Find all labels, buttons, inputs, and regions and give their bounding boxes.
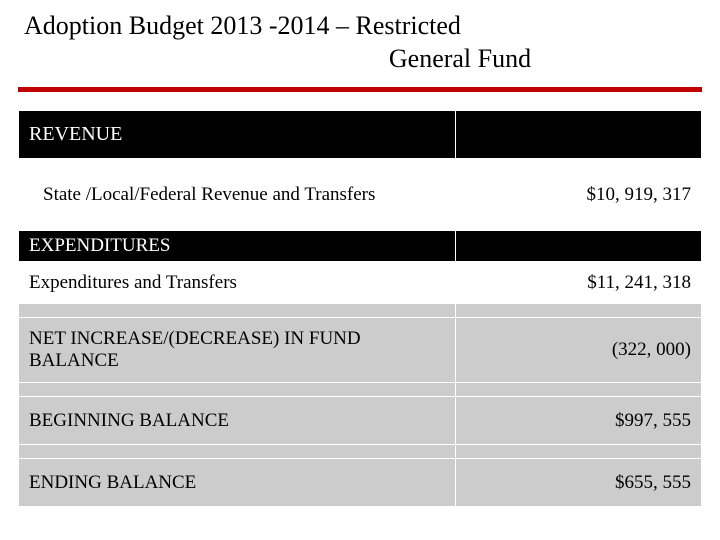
revenue-header-row: REVENUE [19, 111, 702, 159]
title-line-2: General Fund [24, 43, 696, 76]
ending-balance-value: $655, 555 [456, 459, 702, 507]
slide-container: Adoption Budget 2013 -2014 – Restricted … [0, 0, 720, 507]
ending-balance-row: ENDING BALANCE $655, 555 [19, 459, 702, 507]
net-change-value: (322, 000) [456, 318, 702, 383]
revenue-item-value: $10, 919, 317 [456, 159, 702, 231]
budget-table: REVENUE State /Local/Federal Revenue and… [18, 110, 702, 507]
expenditures-header-label: EXPENDITURES [19, 231, 456, 262]
expenditures-item-label: Expenditures and Transfers [19, 262, 456, 304]
revenue-header-blank [456, 111, 702, 159]
expenditures-item-row: Expenditures and Transfers $11, 241, 318 [19, 262, 702, 304]
title-line-1: Adoption Budget 2013 -2014 – Restricted [24, 10, 696, 43]
revenue-header-label: REVENUE [19, 111, 456, 159]
slide-title: Adoption Budget 2013 -2014 – Restricted … [18, 10, 702, 81]
expenditures-item-value: $11, 241, 318 [456, 262, 702, 304]
beginning-balance-value: $997, 555 [456, 397, 702, 445]
beginning-balance-label: BEGINNING BALANCE [19, 397, 456, 445]
spacer-1 [19, 304, 702, 318]
revenue-item-row: State /Local/Federal Revenue and Transfe… [19, 159, 702, 231]
net-change-row: NET INCREASE/(DECREASE) IN FUND BALANCE … [19, 318, 702, 383]
spacer-2 [19, 383, 702, 397]
net-change-label: NET INCREASE/(DECREASE) IN FUND BALANCE [19, 318, 456, 383]
expenditures-header-row: EXPENDITURES [19, 231, 702, 262]
ending-balance-label: ENDING BALANCE [19, 459, 456, 507]
beginning-balance-row: BEGINNING BALANCE $997, 555 [19, 397, 702, 445]
revenue-item-label: State /Local/Federal Revenue and Transfe… [19, 159, 456, 231]
expenditures-header-blank [456, 231, 702, 262]
spacer-3 [19, 445, 702, 459]
title-underline [18, 87, 702, 92]
